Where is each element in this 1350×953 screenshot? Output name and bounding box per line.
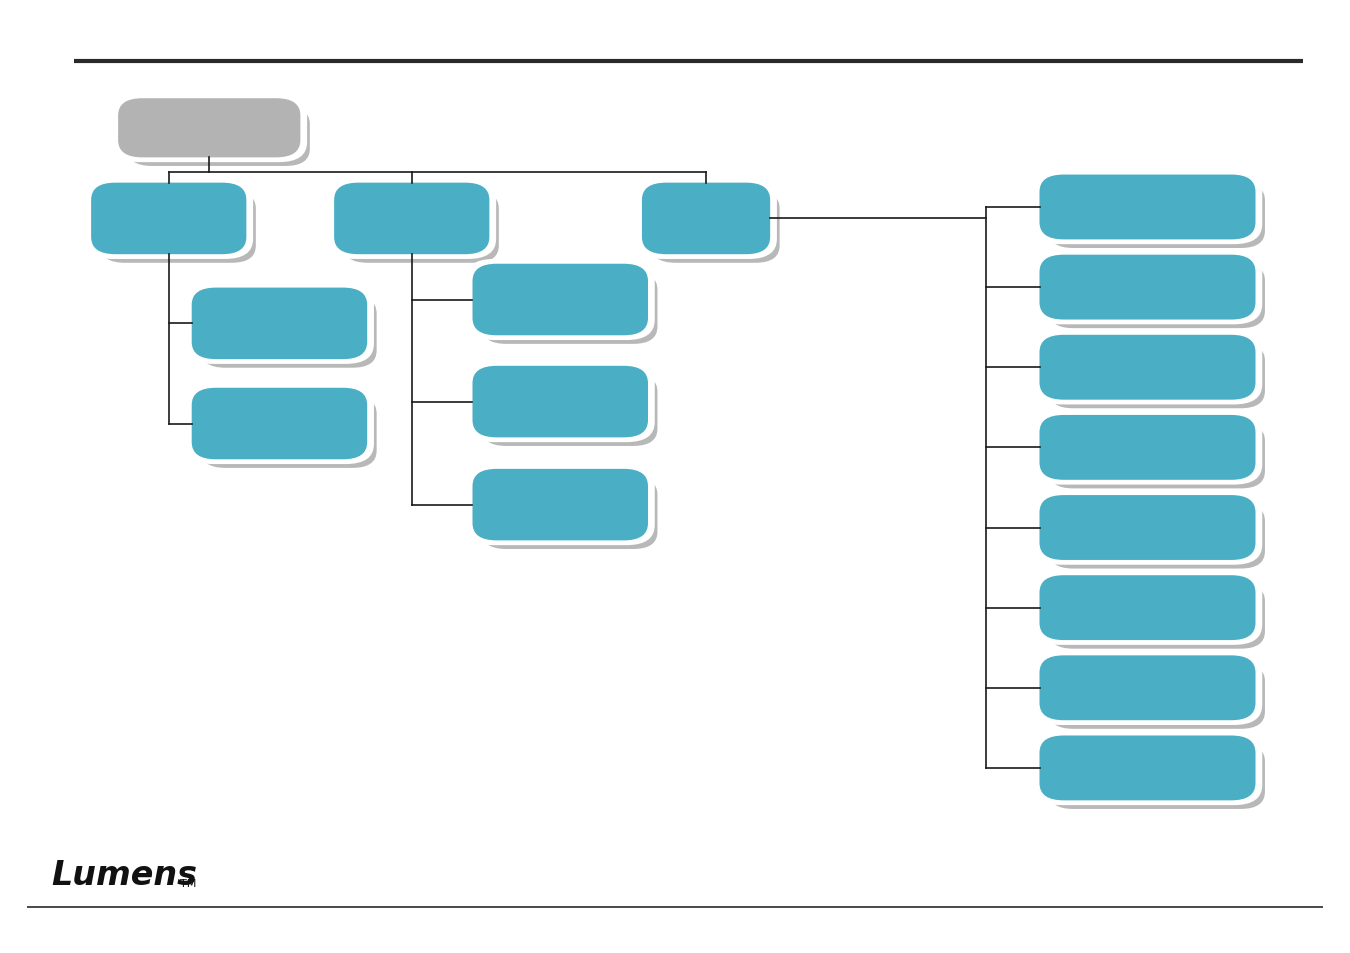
- FancyBboxPatch shape: [482, 375, 657, 446]
- FancyBboxPatch shape: [1049, 744, 1265, 809]
- Text: TM: TM: [180, 879, 196, 888]
- FancyBboxPatch shape: [327, 179, 497, 259]
- FancyBboxPatch shape: [1049, 264, 1265, 329]
- FancyBboxPatch shape: [651, 193, 780, 264]
- FancyBboxPatch shape: [192, 288, 367, 359]
- FancyBboxPatch shape: [466, 362, 655, 442]
- FancyBboxPatch shape: [1033, 331, 1262, 405]
- FancyBboxPatch shape: [335, 183, 489, 254]
- FancyBboxPatch shape: [1040, 656, 1256, 720]
- FancyBboxPatch shape: [482, 478, 657, 549]
- FancyBboxPatch shape: [201, 297, 377, 368]
- FancyBboxPatch shape: [1040, 736, 1256, 801]
- FancyBboxPatch shape: [1040, 255, 1256, 320]
- FancyBboxPatch shape: [643, 183, 770, 254]
- FancyBboxPatch shape: [192, 389, 367, 459]
- Text: Lumens: Lumens: [51, 858, 197, 891]
- FancyBboxPatch shape: [1049, 184, 1265, 249]
- FancyBboxPatch shape: [1049, 424, 1265, 489]
- FancyBboxPatch shape: [127, 108, 309, 167]
- FancyBboxPatch shape: [482, 273, 657, 344]
- FancyBboxPatch shape: [1033, 731, 1262, 805]
- FancyBboxPatch shape: [466, 465, 655, 545]
- FancyBboxPatch shape: [201, 396, 377, 469]
- FancyBboxPatch shape: [111, 94, 306, 163]
- FancyBboxPatch shape: [1049, 664, 1265, 729]
- FancyBboxPatch shape: [1040, 576, 1256, 640]
- FancyBboxPatch shape: [636, 179, 778, 259]
- FancyBboxPatch shape: [185, 383, 374, 464]
- FancyBboxPatch shape: [1033, 571, 1262, 645]
- FancyBboxPatch shape: [185, 284, 374, 364]
- FancyBboxPatch shape: [84, 179, 254, 259]
- FancyBboxPatch shape: [472, 264, 648, 335]
- FancyBboxPatch shape: [472, 470, 648, 541]
- FancyBboxPatch shape: [466, 259, 655, 340]
- FancyBboxPatch shape: [1049, 584, 1265, 649]
- FancyBboxPatch shape: [1040, 496, 1256, 560]
- FancyBboxPatch shape: [1040, 335, 1256, 400]
- FancyBboxPatch shape: [1033, 411, 1262, 485]
- FancyBboxPatch shape: [343, 193, 500, 264]
- FancyBboxPatch shape: [101, 193, 255, 264]
- FancyBboxPatch shape: [1033, 651, 1262, 725]
- FancyBboxPatch shape: [1049, 344, 1265, 409]
- FancyBboxPatch shape: [1033, 491, 1262, 565]
- FancyBboxPatch shape: [90, 183, 246, 254]
- FancyBboxPatch shape: [1033, 251, 1262, 325]
- FancyBboxPatch shape: [1049, 504, 1265, 569]
- FancyBboxPatch shape: [1040, 416, 1256, 480]
- FancyBboxPatch shape: [117, 99, 300, 158]
- FancyBboxPatch shape: [472, 367, 648, 438]
- FancyBboxPatch shape: [1033, 171, 1262, 245]
- FancyBboxPatch shape: [1040, 175, 1256, 240]
